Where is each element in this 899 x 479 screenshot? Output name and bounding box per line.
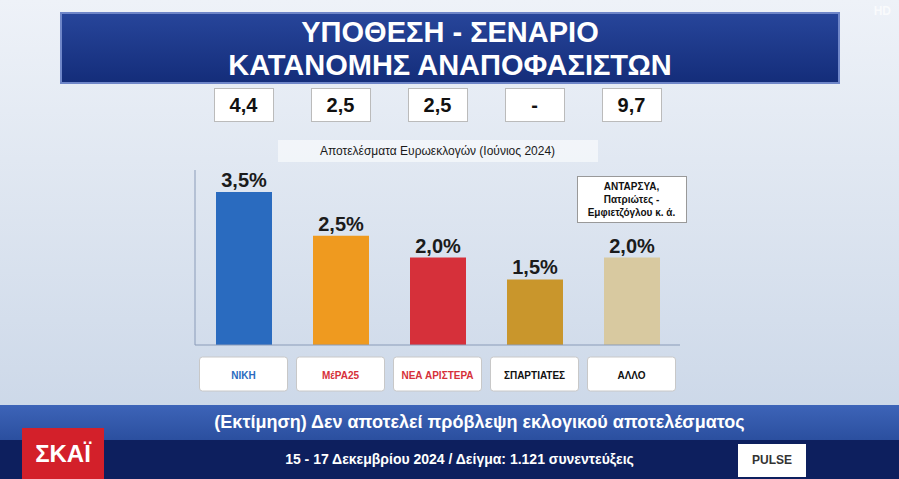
svg-text:ΣΠΑΡΤΙΑΤΕΣ: ΣΠΑΡΤΙΑΤΕΣ <box>504 370 565 381</box>
svg-text:1,5%: 1,5% <box>512 256 558 278</box>
html-text:2,5: 2,5 <box>423 94 452 116</box>
html-text:HD: HD <box>873 4 891 18</box>
html-text:ΥΠΟΘΕΣΗ - ΣΕΝΑΡΙΟ: ΥΠΟΘΕΣΗ - ΣΕΝΑΡΙΟ <box>301 16 599 48</box>
svg-text:2,5%: 2,5% <box>318 213 364 235</box>
svg-text:ΜέΡΑ25: ΜέΡΑ25 <box>322 370 360 381</box>
html-text:2,5: 2,5 <box>326 94 355 116</box>
svg-text:2,0%: 2,0% <box>609 235 655 257</box>
svg-text:2,0%: 2,0% <box>415 235 461 257</box>
html-text:Αποτελέσματα Ευρωεκλογών (Ιούν: Αποτελέσματα Ευρωεκλογών (Ιούνιος 2024) <box>319 144 556 158</box>
html-text:ΚΑΤΑΝΟΜΗΣ ΑΝΑΠΟΦΑΣΙΣΤΩΝ: ΚΑΤΑΝΟΜΗΣ ΑΝΑΠΟΦΑΣΙΣΤΩΝ <box>228 49 672 81</box>
svg-text:ΝΕΑ ΑΡΙΣΤΕΡΑ: ΝΕΑ ΑΡΙΣΤΕΡΑ <box>401 370 473 381</box>
svg-text:3,5%: 3,5% <box>221 169 267 191</box>
html-text:ΑΝΤΑΡΣΥΑ, Πατριώτες - Εμφιετζό: ΑΝΤΑΡΣΥΑ, Πατριώτες - Εμφιετζόγλου κ. ά. <box>587 181 676 218</box>
html-text:9,7: 9,7 <box>617 94 646 116</box>
svg-text:ΝΙΚΗ: ΝΙΚΗ <box>231 370 255 381</box>
html-text:(Εκτίμηση) Δεν αποτελεί πρόβλε: (Εκτίμηση) Δεν αποτελεί πρόβλεψη εκλογικ… <box>214 412 745 432</box>
svg-text:ΑΛΛΟ: ΑΛΛΟ <box>617 370 645 381</box>
html-text:ΣΚΑΪ: ΣΚΑΪ <box>35 440 91 467</box>
html-text:4,4: 4,4 <box>229 94 258 116</box>
html-text:15 - 17 Δεκεμβρίου 2024 / Δείγ: 15 - 17 Δεκεμβρίου 2024 / Δείγμα: 1.121 … <box>285 451 634 467</box>
html-text:PULSE: PULSE <box>752 453 792 467</box>
